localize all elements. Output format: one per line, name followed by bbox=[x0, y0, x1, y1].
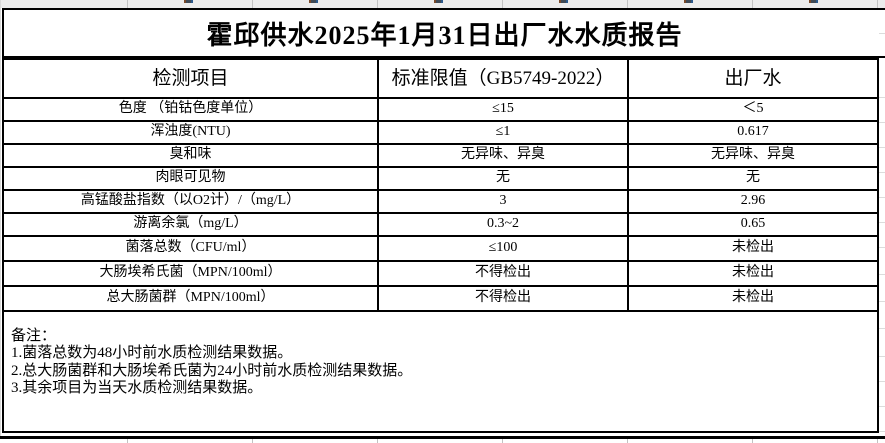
grid-hline bbox=[879, 247, 885, 248]
note-line: 2.总大肠菌群和大肠埃希氏菌为24小时前水质检测结果数据。 bbox=[11, 362, 413, 379]
clipped-cell-content bbox=[809, 0, 818, 3]
table-row: 肉眼可见物 无 无 bbox=[2, 166, 879, 191]
water-quality-table: 检测项目 标准限值（GB5749-2022） 出厂水 色度 （铂钴色度单位） ≤… bbox=[2, 58, 879, 433]
grid-vline bbox=[252, 0, 253, 8]
grid-vline bbox=[627, 439, 628, 443]
cell-item[interactable]: 大肠埃希氏菌（MPN/100ml） bbox=[2, 260, 379, 287]
cell-limit[interactable]: ≤1 bbox=[377, 120, 629, 145]
cell-limit[interactable]: 无异味、异臭 bbox=[377, 143, 629, 168]
cell-value[interactable]: 无异味、异臭 bbox=[627, 143, 879, 168]
grid-hline bbox=[879, 328, 885, 329]
clipped-row-strip-bottom bbox=[0, 439, 885, 443]
cell-item[interactable]: 菌落总数（CFU/ml） bbox=[2, 235, 379, 262]
grid-vline bbox=[877, 439, 878, 443]
cell-value[interactable]: 0.617 bbox=[627, 120, 879, 145]
grid-hline bbox=[879, 222, 885, 223]
grid-hline bbox=[879, 356, 885, 357]
grid-hline bbox=[879, 301, 885, 302]
grid-vline bbox=[127, 0, 128, 8]
cell-value[interactable]: 未检出 bbox=[627, 235, 879, 262]
page-title: 霍邱供水2025年1月31日出厂水水质报告 bbox=[206, 20, 683, 50]
sheet-edge-gridline bbox=[0, 0, 1, 443]
cell-limit[interactable]: ≤15 bbox=[377, 97, 629, 122]
grid-vline bbox=[627, 0, 628, 8]
report-title-cell[interactable]: 霍邱供水2025年1月31日出厂水水质报告 bbox=[2, 8, 885, 58]
grid-vline bbox=[127, 439, 128, 443]
clipped-cell-content bbox=[434, 0, 443, 3]
grid-hline bbox=[879, 97, 885, 98]
notes-label: 备注： bbox=[11, 328, 57, 344]
cell-item[interactable]: 色度 （铂钴色度单位） bbox=[2, 97, 379, 122]
cell-item[interactable]: 高锰酸盐指数（以O2计）/（mg/L） bbox=[2, 189, 379, 214]
grid-vline bbox=[502, 0, 503, 8]
grid-hline bbox=[879, 172, 885, 173]
grid-hline bbox=[879, 147, 885, 148]
header-row: 检测项目 标准限值（GB5749-2022） 出厂水 bbox=[2, 58, 879, 99]
cell-value[interactable]: 2.96 bbox=[627, 189, 879, 214]
table-row: 大肠埃希氏菌（MPN/100ml） 不得检出 未检出 bbox=[2, 260, 879, 287]
cell-limit[interactable]: 无 bbox=[377, 166, 629, 191]
grid-hline bbox=[879, 197, 885, 198]
cell-limit[interactable]: 不得检出 bbox=[377, 285, 629, 312]
clipped-cell-content bbox=[309, 0, 318, 3]
cell-item[interactable]: 肉眼可见物 bbox=[2, 166, 379, 191]
clipped-cell-content bbox=[184, 0, 193, 3]
table-row: 高锰酸盐指数（以O2计）/（mg/L） 3 2.96 bbox=[2, 189, 879, 214]
grid-vline bbox=[502, 439, 503, 443]
table-row: 游离余氯（mg/L） 0.3~2 0.65 bbox=[2, 212, 879, 237]
grid-hline bbox=[879, 431, 885, 432]
table-bottom-border bbox=[0, 436, 885, 439]
grid-vline bbox=[377, 0, 378, 8]
notes-cell[interactable]: 备注： 1.菌落总数为48小时前水质检测结果数据。 2.总大肠菌群和大肠埃希氏菌… bbox=[2, 310, 879, 433]
grid-vline bbox=[252, 439, 253, 443]
header-cell-output[interactable]: 出厂水 bbox=[627, 58, 879, 99]
cell-limit[interactable]: 3 bbox=[377, 189, 629, 214]
grid-vline bbox=[752, 0, 753, 8]
clipped-row-strip bbox=[0, 0, 885, 8]
cell-value[interactable]: 0.65 bbox=[627, 212, 879, 237]
grid-vline bbox=[752, 439, 753, 443]
table-row: 浑浊度(NTU) ≤1 0.617 bbox=[2, 120, 879, 145]
header-cell-item[interactable]: 检测项目 bbox=[2, 58, 379, 99]
clipped-cell-content bbox=[559, 0, 568, 3]
cell-item[interactable]: 臭和味 bbox=[2, 143, 379, 168]
grid-vline bbox=[377, 439, 378, 443]
table-row: 色度 （铂钴色度单位） ≤15 ＜5 bbox=[2, 97, 879, 122]
table-row: 总大肠菌群（MPN/100ml） 不得检出 未检出 bbox=[2, 285, 879, 312]
grid-vline bbox=[877, 0, 878, 8]
grid-hline bbox=[879, 122, 885, 123]
cell-limit[interactable]: 不得检出 bbox=[377, 260, 629, 287]
header-cell-limit[interactable]: 标准限值（GB5749-2022） bbox=[377, 58, 629, 99]
cell-limit[interactable]: 0.3~2 bbox=[377, 212, 629, 237]
table-row: 菌落总数（CFU/ml） ≤100 未检出 bbox=[2, 235, 879, 262]
grid-hline bbox=[879, 381, 885, 382]
cell-item[interactable]: 总大肠菌群（MPN/100ml） bbox=[2, 285, 379, 312]
cell-item[interactable]: 游离余氯（mg/L） bbox=[2, 212, 379, 237]
cell-limit[interactable]: ≤100 bbox=[377, 235, 629, 262]
clipped-cell-content bbox=[684, 0, 693, 3]
cell-value[interactable]: ＜5 bbox=[627, 97, 879, 122]
grid-hline bbox=[879, 274, 885, 275]
notes-row: 备注： 1.菌落总数为48小时前水质检测结果数据。 2.总大肠菌群和大肠埃希氏菌… bbox=[2, 310, 879, 433]
cell-value[interactable]: 未检出 bbox=[627, 285, 879, 312]
cell-value[interactable]: 无 bbox=[627, 166, 879, 191]
cell-value[interactable]: 未检出 bbox=[627, 260, 879, 287]
cell-item[interactable]: 浑浊度(NTU) bbox=[2, 120, 379, 145]
grid-hline bbox=[879, 406, 885, 407]
grid-hline bbox=[879, 33, 885, 34]
note-line: 3.其余项目为当天水质检测结果数据。 bbox=[11, 379, 263, 396]
table-row: 臭和味 无异味、异臭 无异味、异臭 bbox=[2, 143, 879, 168]
note-line: 1.菌落总数为48小时前水质检测结果数据。 bbox=[11, 345, 293, 362]
